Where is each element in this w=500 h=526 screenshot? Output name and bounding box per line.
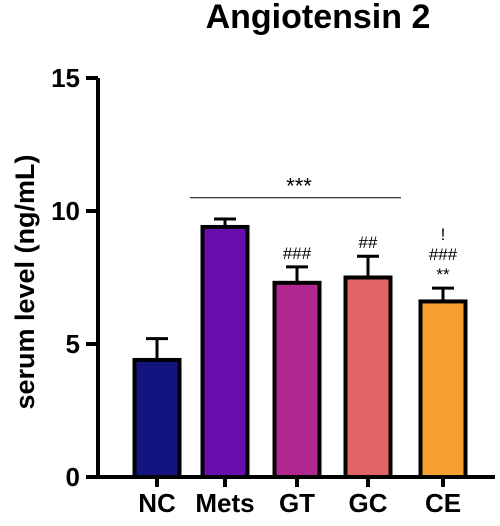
y-axis-label: serum level (ng/mL): [10, 154, 40, 409]
x-tick-label: CE: [425, 488, 461, 518]
bar-annotation: ##: [359, 233, 378, 252]
bar-nc: [132, 357, 182, 479]
x-tick-label: GC: [349, 488, 388, 518]
y-tick-label: 10: [51, 196, 80, 226]
x-tick-label: NC: [138, 488, 176, 518]
x-tick-label: GT: [279, 488, 315, 518]
bar-annotation: ###: [429, 245, 458, 264]
bar-gc: [343, 275, 393, 479]
annotations: ***##### !###**: [190, 174, 458, 284]
bar-ce: [418, 299, 468, 479]
y-tick-label: 0: [66, 462, 80, 492]
bars: NC Mets GT GC CE: [132, 217, 468, 518]
bar-mets: [200, 224, 250, 479]
chart-title: Angiotensin 2: [206, 0, 431, 36]
y-tick-label: 5: [66, 329, 80, 359]
y-tick-label: 15: [51, 63, 80, 93]
bar-annotation: !: [441, 225, 446, 244]
bar-gt: [272, 280, 322, 479]
significance-label: ***: [286, 174, 312, 199]
bar-annotation: **: [436, 265, 450, 284]
x-tick-label: Mets: [195, 488, 254, 518]
bar-annotation: ###: [283, 244, 312, 263]
